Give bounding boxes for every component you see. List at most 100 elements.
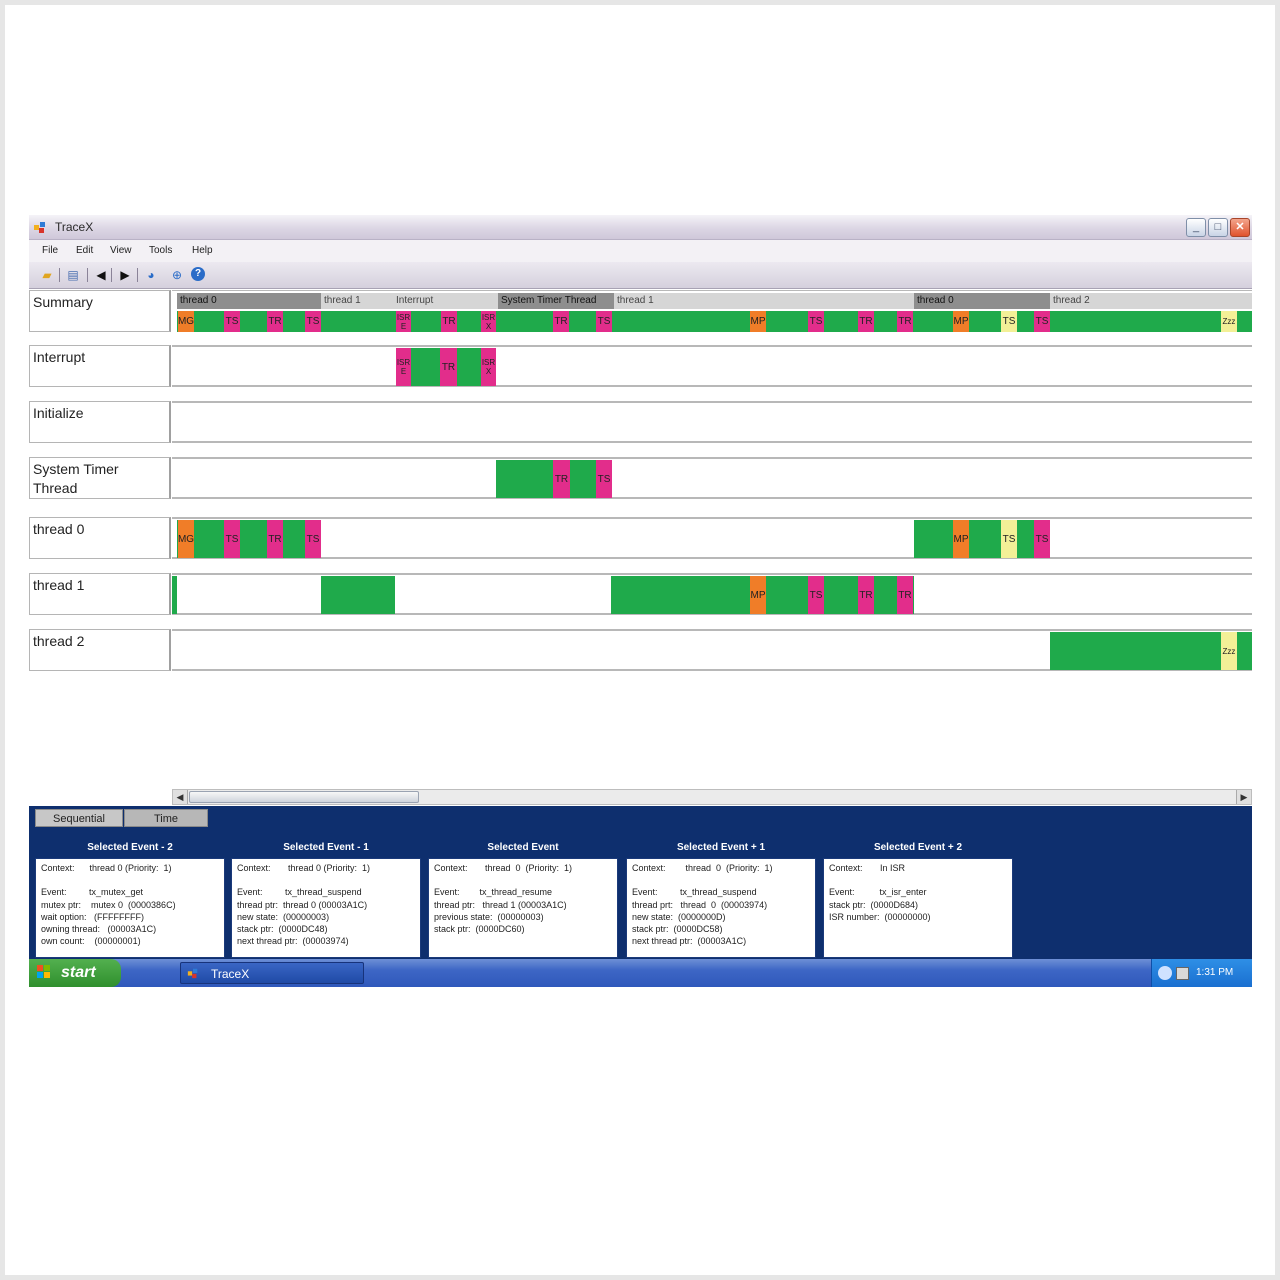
title-bar: TraceX _ □ ✕ bbox=[29, 215, 1252, 240]
event-marker[interactable]: ISR X bbox=[481, 348, 496, 386]
running-bar bbox=[321, 576, 395, 614]
menu-file[interactable]: File bbox=[42, 245, 59, 256]
thread-2-track[interactable]: Zzz bbox=[172, 629, 1252, 671]
taskbar-item-tracex[interactable]: TraceX bbox=[180, 962, 364, 984]
event-marker[interactable]: TS bbox=[596, 311, 612, 332]
row-label-initialize: Initialize bbox=[29, 401, 171, 443]
scroll-left-button[interactable]: ◀ bbox=[173, 790, 188, 804]
open-icon[interactable]: ▰ bbox=[42, 268, 52, 282]
event-detail-panel[interactable]: Context: thread 0 (Priority: 1) Event: t… bbox=[626, 858, 816, 958]
windows-logo-icon bbox=[37, 965, 50, 978]
event-marker[interactable]: TS bbox=[1001, 311, 1017, 332]
maximize-button[interactable]: □ bbox=[1208, 218, 1228, 237]
running-bar bbox=[914, 520, 1050, 558]
menu-view[interactable]: View bbox=[110, 245, 132, 256]
event-marker[interactable]: ISR X bbox=[481, 311, 496, 332]
event-marker[interactable]: MP bbox=[953, 520, 969, 558]
event-marker[interactable]: TS bbox=[1001, 520, 1017, 558]
maximize-icon: □ bbox=[1214, 221, 1222, 233]
back-icon[interactable]: ◀ bbox=[96, 268, 106, 282]
forward-icon[interactable]: ▶ bbox=[120, 268, 130, 282]
thread-0-track[interactable]: MG TS TR TS MP TS TS bbox=[172, 517, 1252, 559]
save-icon[interactable]: ▤ bbox=[67, 268, 79, 282]
event-marker[interactable]: TS bbox=[305, 520, 321, 558]
row-label-interrupt: Interrupt bbox=[29, 345, 171, 387]
event-marker[interactable]: TS bbox=[1034, 520, 1050, 558]
event-marker[interactable]: TR bbox=[858, 576, 874, 614]
selected-event-title: Selected Event - 2 bbox=[87, 842, 173, 853]
start-button[interactable]: start bbox=[29, 959, 121, 987]
event-marker[interactable]: TS bbox=[596, 460, 612, 498]
event-marker[interactable]: TS bbox=[1034, 311, 1050, 332]
context-bar: System Timer Thread bbox=[498, 293, 614, 309]
menu-edit[interactable]: Edit bbox=[76, 245, 94, 256]
context-bar: thread 0 bbox=[914, 293, 1050, 309]
selected-event-title: Selected Event + 2 bbox=[873, 842, 963, 853]
scroll-right-button[interactable]: ▶ bbox=[1236, 790, 1251, 804]
detail-line: next thread ptr: (00003A1C) bbox=[632, 936, 747, 947]
event-marker[interactable]: Zzz bbox=[1221, 311, 1237, 332]
event-marker[interactable]: TR bbox=[267, 311, 283, 332]
thread-1-track[interactable]: MP TS TR TR bbox=[172, 573, 1252, 615]
detail-line: new state: (00000003) bbox=[237, 911, 330, 922]
tray-network-icon[interactable] bbox=[1176, 967, 1189, 980]
event-detail-panel[interactable]: Context: In ISR Event: tx_isr_enter stac… bbox=[823, 858, 1013, 958]
row-label-thread-1: thread 1 bbox=[29, 573, 171, 615]
tab-sequential[interactable]: Sequential bbox=[35, 809, 123, 827]
timeline-scrollbar[interactable]: ◀ ▶ bbox=[172, 789, 1252, 805]
close-button[interactable]: ✕ bbox=[1230, 218, 1250, 237]
detail-line: previous state: (00000003) bbox=[434, 911, 544, 922]
event-marker[interactable]: ISR E bbox=[396, 311, 411, 332]
detail-line bbox=[632, 874, 810, 886]
initialize-track[interactable] bbox=[172, 401, 1252, 443]
tray-expand-icon[interactable] bbox=[1158, 966, 1172, 980]
event-marker[interactable]: MP bbox=[750, 311, 766, 332]
event-detail-panel[interactable]: Context: thread 0 (Priority: 1) Event: t… bbox=[35, 858, 225, 958]
refresh-icon[interactable]: ◕ bbox=[147, 268, 155, 282]
event-marker[interactable]: TR bbox=[267, 520, 283, 558]
event-marker[interactable]: Zzz bbox=[1221, 632, 1237, 670]
event-marker[interactable]: TS bbox=[224, 311, 240, 332]
running-bar bbox=[177, 311, 1252, 332]
window-title: TraceX bbox=[55, 220, 94, 234]
interrupt-track[interactable]: ISR E TR ISR X bbox=[172, 345, 1252, 387]
event-marker[interactable]: TR bbox=[897, 311, 913, 332]
running-bar bbox=[1050, 632, 1252, 670]
event-marker[interactable]: TR bbox=[553, 460, 570, 498]
clock: 1:31 PM bbox=[1196, 967, 1234, 978]
taskbar: start TraceX 1:31 PM bbox=[29, 959, 1252, 987]
summary-track[interactable]: thread 0 thread 1 Interrupt System Timer… bbox=[172, 290, 1252, 332]
detail-line bbox=[829, 874, 1007, 886]
minimize-button[interactable]: _ bbox=[1186, 218, 1206, 237]
event-marker[interactable]: ISR E bbox=[396, 348, 411, 386]
event-marker[interactable]: MG bbox=[178, 520, 194, 558]
event-marker[interactable]: TS bbox=[224, 520, 240, 558]
scrollbar-thumb[interactable] bbox=[189, 791, 419, 803]
event-marker[interactable]: TS bbox=[808, 311, 824, 332]
event-marker[interactable]: TR bbox=[897, 576, 913, 614]
event-marker[interactable]: TR bbox=[858, 311, 874, 332]
detail-line bbox=[41, 874, 219, 886]
event-marker[interactable]: TR bbox=[553, 311, 569, 332]
detail-line: wait option: (FFFFFFFF) bbox=[41, 911, 145, 922]
menu-help[interactable]: Help bbox=[192, 245, 213, 256]
menu-tools[interactable]: Tools bbox=[149, 245, 173, 256]
detail-line: thread ptr: thread 0 (00003A1C) bbox=[237, 899, 368, 910]
event-marker[interactable]: TR bbox=[441, 311, 457, 332]
system-tray: 1:31 PM bbox=[1151, 959, 1252, 987]
event-marker[interactable]: MP bbox=[750, 576, 766, 614]
event-detail-panel[interactable]: Context: thread 0 (Priority: 1) Event: t… bbox=[428, 858, 618, 958]
event-marker[interactable]: MG bbox=[178, 311, 194, 332]
event-marker[interactable]: TS bbox=[808, 576, 824, 614]
event-marker[interactable]: MP bbox=[953, 311, 969, 332]
help-icon[interactable]: ? bbox=[191, 267, 205, 281]
event-marker[interactable]: TS bbox=[305, 311, 321, 332]
event-detail-panel[interactable]: Context: thread 0 (Priority: 1) Event: t… bbox=[231, 858, 421, 958]
detail-line: stack ptr: (0000D684) bbox=[829, 899, 919, 910]
event-marker[interactable]: TR bbox=[440, 348, 457, 386]
close-icon: ✕ bbox=[1235, 221, 1245, 233]
tab-time[interactable]: Time bbox=[124, 809, 208, 827]
download-icon[interactable]: ⊕ bbox=[171, 268, 183, 282]
system-timer-thread-track[interactable]: TR TS bbox=[172, 457, 1252, 499]
detail-line: own count: (00000001) bbox=[41, 936, 141, 947]
